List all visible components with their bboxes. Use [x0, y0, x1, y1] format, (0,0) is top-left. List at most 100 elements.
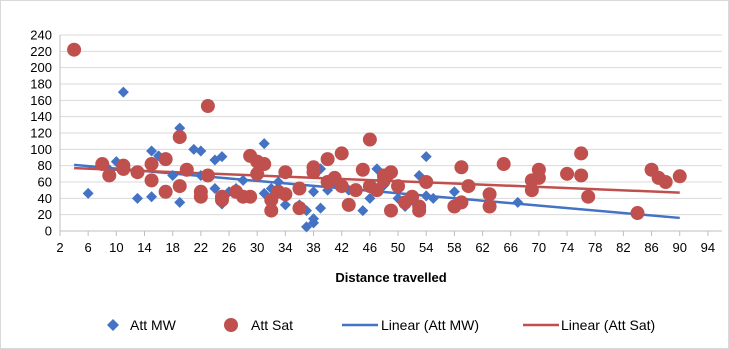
data-point-att-mw: [258, 138, 270, 150]
data-point-att-sat: [95, 157, 110, 172]
x-tick-label: 74: [560, 240, 574, 255]
y-tick-label: 240: [30, 28, 52, 43]
y-tick-label: 160: [30, 93, 52, 108]
legend-label-att-mw: Att MW: [130, 317, 177, 333]
x-axis-title: Distance travelled: [335, 270, 446, 285]
x-tick-label: 18: [165, 240, 179, 255]
data-point-att-mw: [512, 196, 524, 208]
x-tick-label: 10: [109, 240, 123, 255]
y-tick-label: 60: [38, 175, 52, 190]
data-point-att-mw: [427, 192, 439, 204]
legend-label-linear-att-sat: Linear (Att Sat): [561, 317, 655, 333]
data-point-att-sat: [306, 165, 321, 180]
x-tick-label: 2: [56, 240, 63, 255]
data-point-att-sat: [278, 165, 293, 180]
data-point-att-sat: [461, 179, 476, 194]
x-tick-label: 6: [85, 240, 92, 255]
data-point-att-sat: [574, 146, 589, 161]
data-point-att-sat: [672, 169, 687, 184]
data-point-att-mw: [117, 86, 129, 98]
legend-label-att-sat: Att Sat: [251, 317, 293, 333]
x-tick-label: 62: [475, 240, 489, 255]
data-point-att-sat: [560, 166, 575, 181]
data-point-att-sat: [292, 181, 307, 196]
data-point-att-sat: [257, 157, 272, 172]
x-tick-label: 58: [447, 240, 461, 255]
y-tick-label: 0: [45, 224, 52, 239]
data-point-att-sat: [172, 179, 187, 194]
data-point-att-mw: [82, 187, 94, 199]
data-point-att-sat: [334, 146, 349, 161]
y-tick-label: 120: [30, 126, 52, 141]
data-point-att-sat: [454, 160, 469, 175]
data-point-att-sat: [130, 165, 145, 180]
data-point-att-mw: [131, 192, 143, 204]
data-point-att-sat: [454, 195, 469, 210]
gridlines: [60, 34, 722, 216]
data-point-att-sat: [384, 203, 398, 218]
data-point-att-mw: [272, 176, 284, 188]
data-point-att-mw: [167, 169, 179, 181]
x-tick-label: 82: [616, 240, 630, 255]
data-point-att-sat: [341, 197, 356, 212]
data-point-att-sat: [214, 192, 229, 207]
data-point-att-sat: [200, 168, 215, 183]
y-tick-label: 100: [30, 142, 52, 157]
y-tick-label: 220: [30, 44, 52, 59]
data-point-att-sat: [116, 161, 131, 176]
data-point-att-sat: [67, 42, 82, 57]
data-point-att-sat: [158, 152, 173, 167]
data-point-att-mw: [308, 213, 320, 225]
legend-item-att-sat: Att Sat: [224, 317, 293, 333]
data-point-att-sat: [574, 168, 589, 183]
data-point-att-sat: [391, 179, 406, 194]
x-tick-label: 94: [701, 240, 715, 255]
data-point-att-sat: [144, 157, 159, 172]
data-point-att-sat: [369, 183, 384, 198]
data-point-att-sat: [292, 201, 307, 216]
data-point-att-sat: [243, 189, 258, 204]
data-point-att-sat: [362, 132, 377, 147]
data-point-att-sat: [482, 199, 497, 214]
y-tick-label: 180: [30, 77, 52, 92]
trendline-att-sat: [74, 166, 680, 194]
data-point-att-mw: [448, 186, 460, 198]
data-point-att-sat: [200, 99, 215, 114]
data-point-att-sat: [102, 168, 117, 183]
data-point-att-sat: [531, 170, 546, 185]
x-tick-label: 30: [250, 240, 264, 255]
x-tick-label: 70: [532, 240, 546, 255]
data-point-att-mw: [300, 221, 312, 233]
data-point-att-mw: [420, 151, 432, 163]
data-point-att-sat: [384, 165, 398, 180]
legend-item-att-mw: Att MW: [107, 317, 177, 333]
data-point-att-mw: [357, 205, 369, 217]
data-point-att-sat: [144, 173, 159, 188]
x-tick-label: 14: [137, 240, 151, 255]
data-point-att-sat: [355, 162, 370, 177]
data-point-att-sat: [482, 187, 497, 202]
data-point-att-sat: [496, 157, 511, 172]
legend-item-linear-att-sat: Linear (Att Sat): [523, 317, 655, 333]
data-point-att-mw: [174, 196, 186, 208]
y-tick-label: 40: [38, 191, 52, 206]
data-point-att-sat: [193, 189, 208, 204]
data-point-att-sat: [419, 175, 434, 189]
data-point-att-sat: [278, 187, 293, 202]
data-point-att-sat: [630, 206, 645, 221]
data-point-att-mw: [195, 145, 207, 157]
data-point-att-sat: [158, 184, 173, 199]
x-tick-label: 90: [673, 240, 687, 255]
data-point-att-mw: [146, 191, 158, 203]
legend: Att MW Att Sat Linear (Att MW) Linear (A…: [107, 317, 655, 333]
data-point-att-sat: [348, 183, 363, 198]
x-tick-label: 34: [278, 240, 292, 255]
data-point-att-sat: [524, 183, 539, 198]
x-tick-label: 78: [588, 240, 602, 255]
data-points: [67, 42, 687, 233]
legend-marker-att-mw: [107, 319, 119, 331]
y-tick-label: 200: [30, 60, 52, 75]
y-tick-label: 20: [38, 207, 52, 222]
